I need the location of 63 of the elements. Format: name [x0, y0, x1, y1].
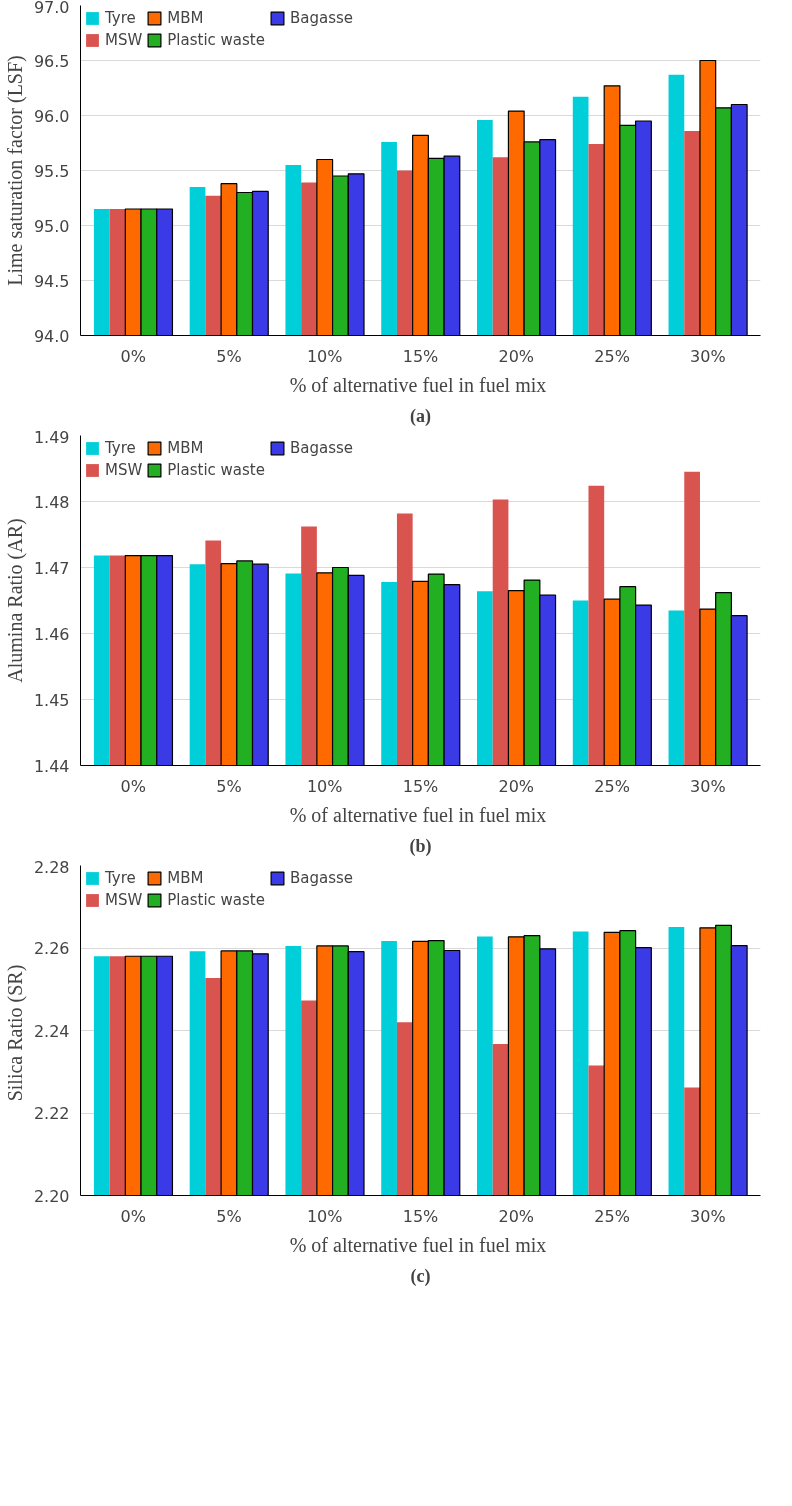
x-tick-label: 5% — [216, 776, 242, 796]
y-tick-label: 94.0 — [33, 326, 70, 346]
legend-label: Tyre — [105, 869, 136, 887]
y-tick-label: 1.49 — [33, 427, 70, 447]
legend-label: Tyre — [105, 439, 136, 457]
y-tick-label: 1.46 — [33, 624, 70, 644]
x-tick-label: 5% — [216, 1206, 242, 1226]
x-tick-label: 25% — [594, 1206, 630, 1226]
legend-label: Bagasse — [289, 869, 354, 887]
y-tick-label: 97.0 — [33, 0, 70, 17]
x-tick-label: 20% — [498, 1206, 535, 1226]
x-tick-label: 15% — [402, 1206, 439, 1226]
legend-label: MSW — [105, 31, 143, 49]
x-tick-label: 30% — [690, 776, 726, 796]
y-tick-label: 94.5 — [33, 271, 70, 291]
legend-label: Bagasse — [289, 9, 354, 27]
y-tick-label: 96.0 — [33, 106, 70, 126]
legend-label: MBM — [167, 439, 204, 457]
x-tick-label: 10% — [306, 346, 343, 366]
legend-label: Bagasse — [289, 439, 354, 457]
x-tick-label: 20% — [498, 776, 535, 796]
legend-label: MBM — [167, 9, 204, 27]
x-tick-label: 0% — [120, 776, 146, 796]
x-tick-label: 15% — [402, 346, 439, 366]
text: (a) — [410, 405, 432, 427]
y-tick-label: 95.5 — [33, 161, 70, 181]
y-tick-label: 2.20 — [33, 1186, 70, 1206]
y-tick-label: 1.47 — [33, 558, 70, 578]
x-tick-label: 5% — [216, 346, 242, 366]
x-axis-title: % of alternative fuel in fuel mix — [289, 1233, 547, 1256]
legend-label: MSW — [105, 461, 143, 479]
text: (c) — [410, 1265, 431, 1287]
y-tick-label: 1.48 — [33, 492, 70, 512]
y-tick-label: 2.28 — [33, 857, 70, 877]
x-tick-label: 15% — [402, 776, 439, 796]
y-axis-title: Silica Ratio (SR) — [3, 964, 27, 1102]
legend-label: Plastic waste — [167, 31, 265, 49]
x-tick-label: 0% — [120, 346, 146, 366]
y-tick-label: 1.44 — [33, 756, 70, 776]
x-tick-label: 0% — [120, 1206, 146, 1226]
x-tick-label: 10% — [306, 776, 343, 796]
x-tick-label: 30% — [690, 346, 726, 366]
x-tick-label: 25% — [594, 776, 630, 796]
y-tick-label: 1.45 — [33, 690, 70, 710]
legend-label: MSW — [105, 891, 143, 909]
y-tick-label: 95.0 — [33, 216, 70, 236]
x-tick-label: 10% — [306, 1206, 343, 1226]
legend-label: Tyre — [105, 9, 136, 27]
y-tick-label: 2.22 — [33, 1104, 70, 1123]
y-tick-label: 2.24 — [33, 1021, 70, 1041]
legend-label: Plastic waste — [167, 891, 265, 909]
text: (b) — [409, 835, 432, 857]
x-tick-label: 25% — [594, 346, 630, 366]
y-axis-title: Lime saturation factor (LSF) — [3, 55, 27, 286]
legend-label: MBM — [167, 869, 204, 887]
legend-label: Plastic waste — [167, 461, 265, 479]
x-tick-label: 20% — [498, 346, 535, 366]
x-axis-title: % of alternative fuel in fuel mix — [289, 373, 547, 396]
x-tick-label: 30% — [690, 1206, 726, 1226]
y-tick-label: 96.5 — [33, 51, 70, 71]
x-axis-title: % of alternative fuel in fuel mix — [289, 803, 547, 826]
y-tick-label: 2.26 — [33, 939, 70, 958]
y-axis-title: Alumina Ratio (AR) — [3, 518, 27, 683]
